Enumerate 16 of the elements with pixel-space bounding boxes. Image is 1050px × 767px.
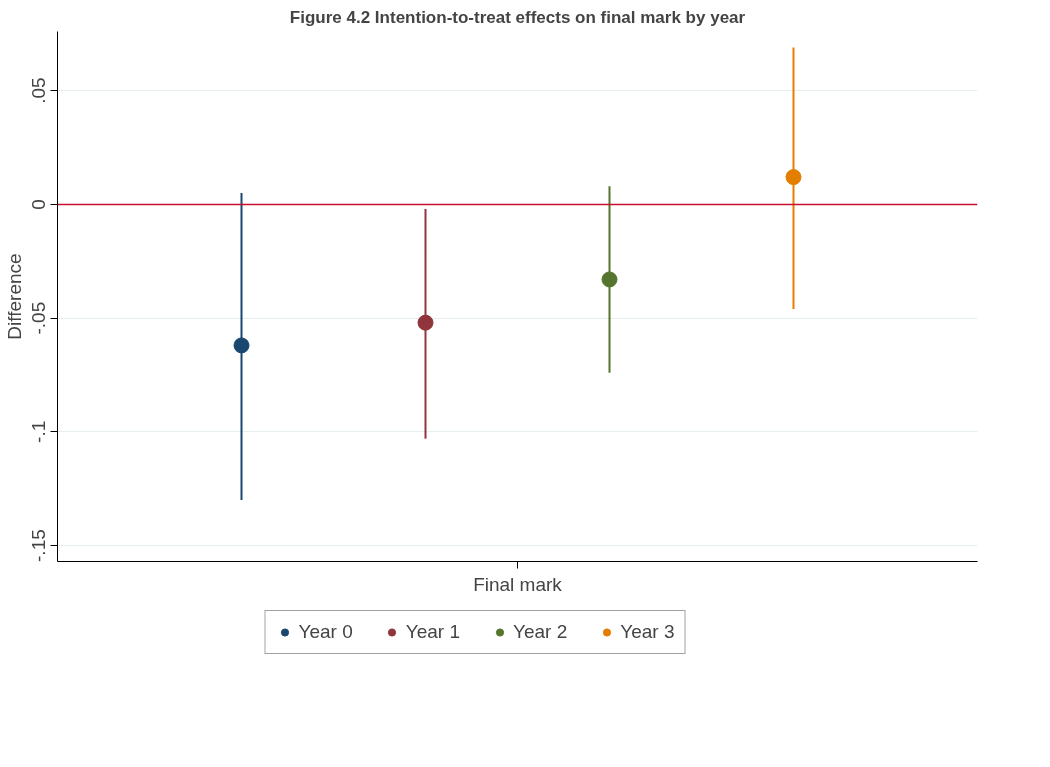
y-tick-label: -.1: [28, 420, 50, 443]
point: [233, 337, 250, 354]
y-tick-label: -.15: [28, 529, 50, 562]
point: [785, 169, 802, 186]
y-tick-label: -.05: [28, 301, 50, 335]
chart-title: Figure 4.2 Intention-to-treat effects on final mark by year: [289, 7, 746, 27]
legend-label: Year 1: [405, 621, 460, 643]
legend-label: Year 2: [513, 621, 568, 643]
legend-label: Year 0: [298, 621, 353, 643]
point: [417, 314, 434, 331]
point: [601, 271, 618, 288]
legend-label: Year 3: [620, 621, 675, 643]
y-tick-label: .05: [28, 77, 50, 104]
y-axis-title: Difference: [3, 253, 25, 340]
y-tick-label: 0: [28, 199, 50, 210]
x-axis-title: Final mark: [473, 573, 563, 595]
